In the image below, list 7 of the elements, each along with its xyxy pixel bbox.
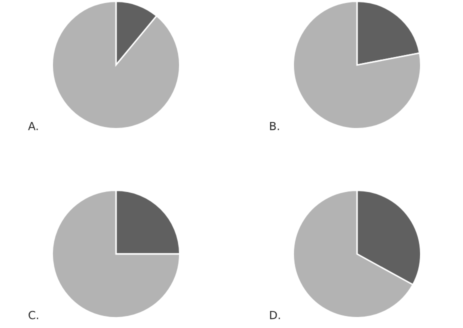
pie-slice bbox=[52, 0, 180, 130]
text: A. bbox=[28, 122, 38, 130]
pie-slice bbox=[52, 190, 180, 318]
pie-slice bbox=[292, 0, 422, 130]
text: C. bbox=[28, 310, 38, 320]
text: B. bbox=[270, 122, 279, 130]
text: D. bbox=[270, 310, 280, 320]
